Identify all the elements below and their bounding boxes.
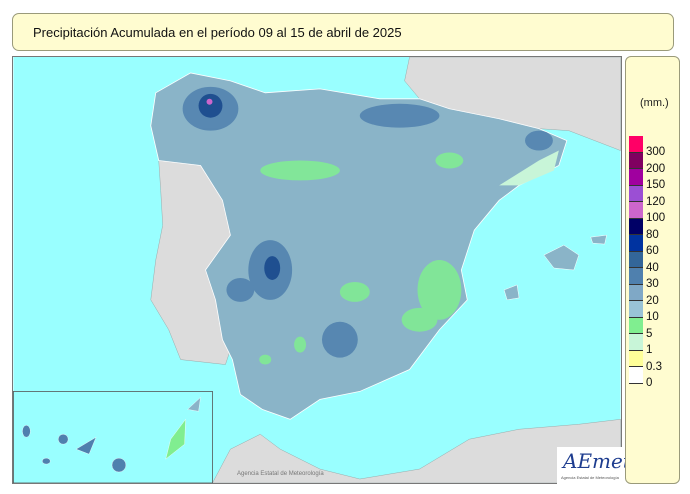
legend-swatch bbox=[629, 268, 643, 285]
legend-label: 5 bbox=[646, 327, 653, 340]
aemet-logo-text: AEmet bbox=[563, 449, 631, 473]
legend-swatch bbox=[629, 202, 643, 219]
legend-label: 10 bbox=[646, 311, 659, 323]
legend-label: 0 bbox=[646, 377, 653, 389]
legend-swatch bbox=[629, 136, 643, 153]
credit-text: Agencia Estatal de Meteorología bbox=[237, 471, 324, 477]
precipitation-light-areas bbox=[259, 152, 464, 365]
balearic-islands bbox=[503, 234, 607, 301]
legend-swatch bbox=[629, 218, 643, 235]
legend-label: 200 bbox=[646, 162, 666, 175]
map-title: Precipitación Acumulada en el período 09… bbox=[33, 25, 402, 40]
legend-swatch bbox=[629, 152, 643, 169]
legend-label: 0.3 bbox=[646, 360, 662, 373]
legend-label: 100 bbox=[646, 212, 666, 224]
legend-swatch bbox=[629, 251, 643, 268]
legend-swatch bbox=[629, 185, 643, 202]
legend-label: 300 bbox=[646, 146, 666, 158]
legend-label: 120 bbox=[646, 195, 666, 208]
legend-unit: (mm.) bbox=[640, 97, 669, 109]
legend-swatch bbox=[629, 350, 643, 367]
legend-swatch bbox=[629, 284, 643, 301]
africa-land bbox=[212, 419, 621, 484]
map-svg bbox=[13, 56, 621, 484]
precipitation-very-heavy-areas bbox=[198, 93, 281, 280]
catalonia-dry-coast bbox=[499, 150, 559, 186]
legend-label: 150 bbox=[646, 179, 666, 191]
legend-swatch bbox=[629, 235, 643, 252]
legend-label: 1 bbox=[646, 344, 653, 356]
legend-swatch bbox=[629, 301, 643, 318]
aemet-logo: AEmet Agencia Estatal de Meteorología bbox=[557, 447, 631, 484]
legend-label: 80 bbox=[646, 228, 659, 241]
legend-swatch bbox=[629, 367, 643, 384]
legend-label: 20 bbox=[646, 294, 659, 307]
canary-islands bbox=[22, 396, 201, 473]
legend-swatch bbox=[629, 334, 643, 351]
legend-swatch bbox=[629, 317, 643, 334]
max-precipitation-spot bbox=[206, 98, 213, 105]
precipitation-map: Agencia Estatal de Meteorología AEmet Ag… bbox=[12, 56, 631, 484]
legend: (mm.) 300 200 150 120 100 80 60 40 30 20 10 5 1 0.3 0 bbox=[625, 56, 680, 484]
legend-label: 30 bbox=[646, 278, 659, 290]
legend-label: 60 bbox=[646, 245, 659, 257]
legend-label: 40 bbox=[646, 261, 659, 274]
legend-swatch bbox=[629, 169, 643, 186]
aemet-logo-subtitle: Agencia Estatal de Meteorología bbox=[561, 475, 619, 480]
title-box: Precipitación Acumulada en el período 09… bbox=[12, 13, 674, 51]
